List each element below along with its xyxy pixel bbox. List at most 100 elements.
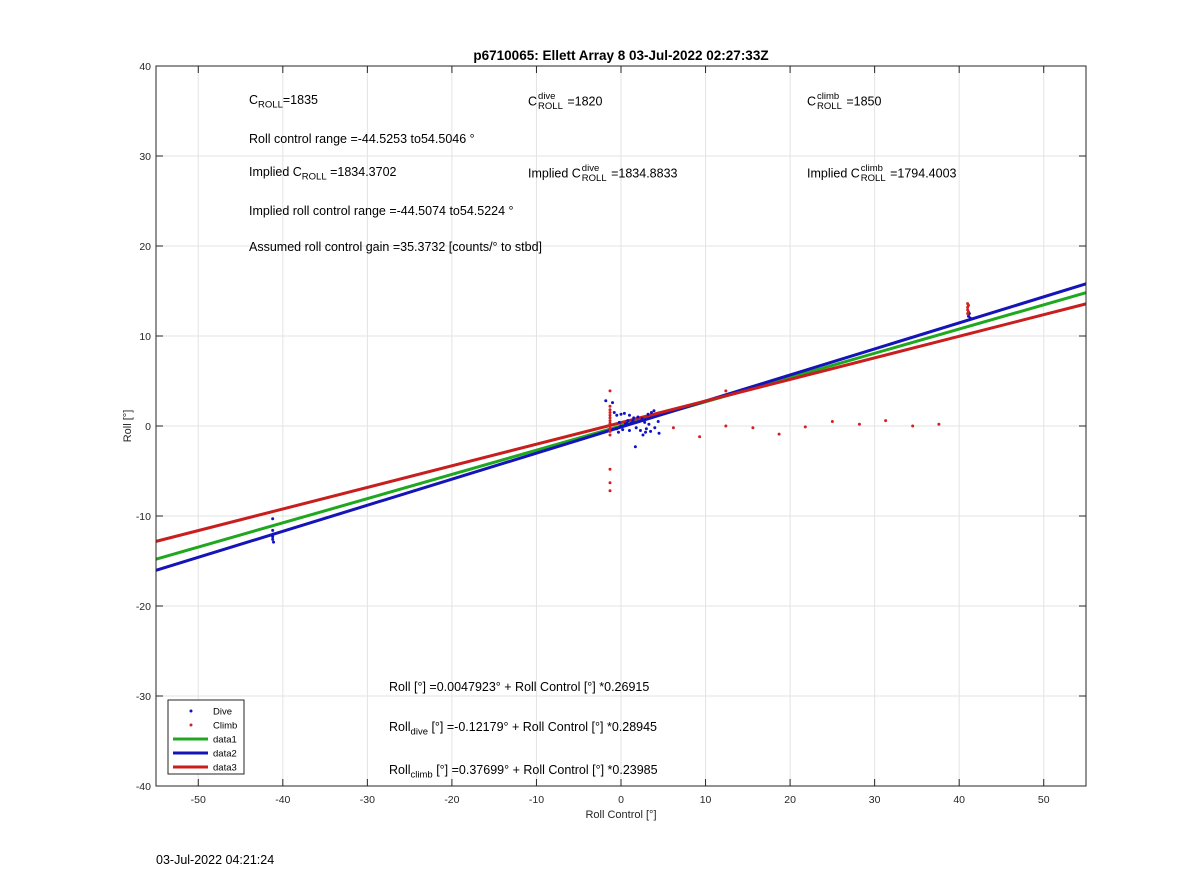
climb-point [698,435,702,439]
y-tick-label: -20 [136,601,151,613]
dive-point [657,431,661,435]
implied-c-roll: Implied CROLL =1834.3702 [249,165,397,183]
x-tick-label: -40 [275,794,290,806]
climb-point [937,422,941,426]
climb-point [608,416,612,420]
climb-point [966,310,970,314]
y-tick-label: 20 [139,241,151,253]
climb-point [608,419,612,423]
x-tick-label: 10 [700,794,712,806]
dive-point [271,517,275,521]
x-tick-label: -50 [191,794,206,806]
y-tick-label: 0 [145,421,151,433]
climb-point [751,426,755,430]
chart-title: p6710065: Ellett Array 8 03-Jul-2022 02:… [473,48,768,63]
legend-marker-dive [189,709,193,713]
y-tick-label: -40 [136,781,151,793]
climb-point [911,424,915,428]
climb-point [608,481,612,485]
y-tick-label: 30 [139,151,151,163]
climb-point [608,404,612,408]
legend-label-data3: data3 [213,763,237,774]
dive-point [638,429,642,432]
c-roll-annotation: CROLL=1835 [249,93,318,111]
y-axis-label: Roll [°] [122,410,134,443]
dive-point [616,430,620,434]
dive-point [619,412,623,416]
climb-point [671,426,675,430]
dive-point [627,429,631,432]
legend-box [167,699,245,775]
y-tick-label: -30 [136,691,151,703]
dive-point [625,421,629,425]
timestamp-footer: 03-Jul-2022 04:21:24 [156,853,275,867]
dive-point [629,421,633,425]
climb-point [777,432,781,436]
dive-point [649,411,653,414]
dive-point [617,420,621,424]
dive-point [626,419,630,423]
x-tick-label: -20 [444,794,459,806]
dive-point [615,427,619,431]
climb-point [608,429,612,433]
dive-point [271,535,275,539]
dive-point [631,419,635,423]
x-tick-label: 20 [784,794,796,806]
fit-line-data3 [155,302,1087,543]
dive-point [640,417,644,421]
dive-point [646,412,650,416]
y-tick-label: -10 [136,511,151,523]
climb-point [966,303,970,307]
implied-roll-control-range: Implied roll control range =-44.5074 to5… [249,204,514,218]
dive-point [649,429,653,433]
dive-point [615,413,619,417]
dive-point [604,399,608,403]
fit-equation-dive: Rolldive [°] =-0.12179° + Roll Control [… [389,720,658,738]
climb-point [830,420,834,423]
fit-equation-all: Roll [°] =0.0047923° + Roll Control [°] … [389,680,650,694]
climb-point [608,467,612,471]
dive-point [271,528,275,532]
x-tick-label: 50 [1038,794,1050,806]
climb-point [724,389,728,393]
legend-label-dive: Dive [213,707,232,718]
roll-control-gain: Assumed roll control gain =35.3732 [coun… [249,240,543,254]
dive-point [637,420,641,423]
climb-point [608,433,612,437]
climb-point [884,419,888,423]
x-tick-label: 30 [869,794,881,806]
roll-control-range: Roll control range =-44.5253 to54.5046 ° [249,132,475,146]
dive-point [647,422,651,426]
legend: Dive Climb data1 data2 data3 [167,699,245,775]
dive-point [622,411,626,415]
dive-point [272,532,276,536]
climb-point [608,421,612,425]
fit-equation-climb: Rollclimb [°] =0.37699° + Roll Control [… [389,763,658,781]
dive-point [636,415,640,419]
x-axis-label: Roll Control [°] [585,809,656,821]
legend-label-data2: data2 [213,749,237,760]
data-points [271,302,972,544]
climb-point [608,427,612,431]
dive-point [632,416,636,420]
climb-point [803,425,807,429]
dive-point [652,409,656,413]
axis-ticks: -50 -40 -30 -20 -10 0 10 20 30 40 50 -40 -30 -20 -10 0 1… [136,61,1086,806]
dive-point [272,540,276,544]
x-tick-label: -30 [360,794,375,806]
dive-point [653,426,657,430]
climb-point [608,411,612,414]
climb-point [608,413,612,417]
x-tick-label: 40 [953,794,965,806]
dive-point [612,411,616,414]
legend-marker-climb [189,723,193,727]
dive-point [611,401,615,405]
dive-point [643,420,647,424]
dive-point [633,445,637,449]
dive-point [644,430,648,434]
